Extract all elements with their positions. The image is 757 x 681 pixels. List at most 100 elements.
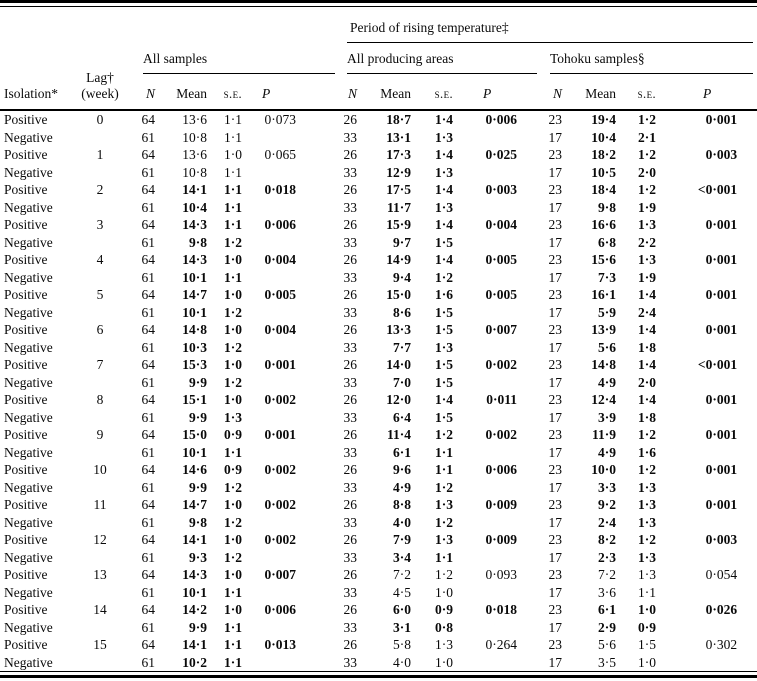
cell-mean2: 7·2 <box>393 567 411 582</box>
cell-se2: 1·3 <box>434 129 453 145</box>
cell-n3: 23 <box>548 532 563 547</box>
cell-n3: 17 <box>548 374 563 390</box>
cell-n3: 23 <box>548 322 563 337</box>
cell-lag <box>78 409 122 427</box>
cell-n3: 17 <box>548 234 563 250</box>
cell-se3: 1·3 <box>637 497 656 512</box>
cell-n2: 33 <box>343 234 358 250</box>
cell-n1: 64 <box>141 182 156 197</box>
cell-mean3: 7·3 <box>597 269 616 285</box>
cell-mean1: 14·7 <box>182 287 207 302</box>
cell-lag: 9 <box>96 427 104 442</box>
cell-p1 <box>244 339 335 357</box>
cell-mean2: 4·0 <box>392 514 411 530</box>
cell-n3: 17 <box>548 619 563 635</box>
cell-iso: Positive <box>4 462 48 477</box>
cell-se1: 1·0 <box>223 567 242 582</box>
cell-n3: 23 <box>548 427 563 442</box>
cell-n3: 23 <box>548 462 563 477</box>
cell-n3: 23 <box>548 182 563 197</box>
cell-n1: 64 <box>141 602 156 617</box>
table-row: Negative 61 10·1 1·1 33 6·1 1·1 17 4·9 1·6 <box>0 444 757 462</box>
cell-lag <box>78 234 122 252</box>
table-row: Negative 61 9·3 1·2 33 3·4 1·1 17 2·3 1·3 <box>0 549 757 567</box>
cell-iso: Positive <box>4 217 48 232</box>
table-row: Positive 1 64 13·6 1·0 0·065 26 17·3 1·4 0·025 23 1… <box>0 146 757 164</box>
cell-n2: 26 <box>343 427 358 442</box>
table-row: Positive 0 64 13·6 1·1 0·073 26 18·7 1·4 0·006 23 1… <box>0 110 757 129</box>
cell-se2: 1·0 <box>435 584 453 600</box>
table-row: Positive 4 64 14·3 1·0 0·004 26 14·9 1·4 0·005 23 1… <box>0 251 757 269</box>
cell-p2 <box>454 584 537 602</box>
cell-mean3: 10·5 <box>591 164 616 180</box>
cell-n2: 26 <box>343 217 358 232</box>
cell-mean2: 18·7 <box>386 112 411 127</box>
cell-se3: 1·2 <box>637 147 656 162</box>
cell-p2: 0·025 <box>485 147 517 162</box>
cell-p1 <box>244 409 335 427</box>
cell-se3: 1·2 <box>637 427 656 442</box>
cell-mean2: 3·4 <box>392 549 411 565</box>
table-row: Negative 61 9·9 1·1 33 3·1 0·8 17 2·9 0·9 <box>0 619 757 637</box>
cell-p2 <box>454 619 537 637</box>
cell-n1: 64 <box>141 357 156 372</box>
cell-p1: 0·002 <box>264 462 296 477</box>
cell-se3: 1·9 <box>637 269 656 285</box>
cell-se3: 1·5 <box>638 637 656 652</box>
cell-iso: Positive <box>4 182 48 197</box>
cell-n2: 33 <box>343 409 358 425</box>
cell-p2: 0·003 <box>485 182 517 197</box>
cell-p3: 0·026 <box>705 602 738 617</box>
cell-se1: 1·2 <box>223 479 242 495</box>
cell-mean3: 4·9 <box>597 374 616 390</box>
cell-n3: 23 <box>548 392 563 407</box>
cell-p2: 0·006 <box>485 112 517 127</box>
cell-n1: 61 <box>141 409 156 425</box>
group-header-period: Period of rising temperature‡ <box>335 7 757 43</box>
cell-p3: 0·003 <box>705 532 738 547</box>
cell-p3 <box>657 199 757 217</box>
cell-se1: 1·0 <box>223 602 242 617</box>
cell-n1: 61 <box>141 584 156 600</box>
cell-mean1: 10·1 <box>182 304 207 320</box>
cell-p2 <box>454 479 537 497</box>
group-header-producing-areas: All producing areas <box>335 43 537 74</box>
column-header-p-all: P <box>262 86 271 101</box>
cell-lag: 2 <box>96 182 104 197</box>
cell-se2: 1·2 <box>435 567 453 582</box>
cell-mean1: 14·8 <box>182 322 207 337</box>
table-row: Positive 14 64 14·2 1·0 0·006 26 6·0 0·9 0·018 23 6… <box>0 601 757 619</box>
cell-n1: 61 <box>141 234 156 250</box>
column-header-mean-all: Mean <box>176 86 207 101</box>
cell-se1: 1·0 <box>223 322 242 337</box>
cell-lag: 3 <box>96 217 104 232</box>
cell-lag: 14 <box>93 602 107 617</box>
cell-n1: 64 <box>141 147 156 162</box>
cell-mean1: 14·3 <box>182 217 207 232</box>
cell-p3 <box>657 129 757 147</box>
cell-p3 <box>657 549 757 567</box>
cell-p3 <box>657 304 757 322</box>
column-header-mean-tohoku: Mean <box>585 86 616 101</box>
cell-p3: 0·001 <box>705 322 738 337</box>
cell-mean2: 13·1 <box>386 129 411 145</box>
cell-mean2: 4·0 <box>393 654 411 670</box>
cell-iso: Positive <box>4 532 48 547</box>
cell-iso: Negative <box>4 164 53 180</box>
cell-mean2: 5·8 <box>393 637 411 652</box>
group-header-producing-areas-label: All producing areas <box>347 51 454 66</box>
cell-p2: 0·009 <box>485 532 517 547</box>
cell-se2: 1·0 <box>435 654 453 670</box>
cell-mean3: 2·4 <box>597 514 616 530</box>
cell-n2: 33 <box>343 339 358 355</box>
cell-iso: Negative <box>4 654 53 670</box>
table-row: Negative 61 10·8 1·1 33 12·9 1·3 17 10·5 2·0 <box>0 164 757 182</box>
cell-se3: 1·4 <box>637 287 656 302</box>
cell-se2: 1·5 <box>434 322 453 337</box>
cell-p2: 0·018 <box>485 602 517 617</box>
cell-mean1: 13·6 <box>182 147 207 162</box>
cell-p2: 0·007 <box>485 322 517 337</box>
cell-iso: Negative <box>4 409 53 425</box>
cell-p3 <box>657 584 757 602</box>
cell-se2: 1·6 <box>434 287 453 302</box>
